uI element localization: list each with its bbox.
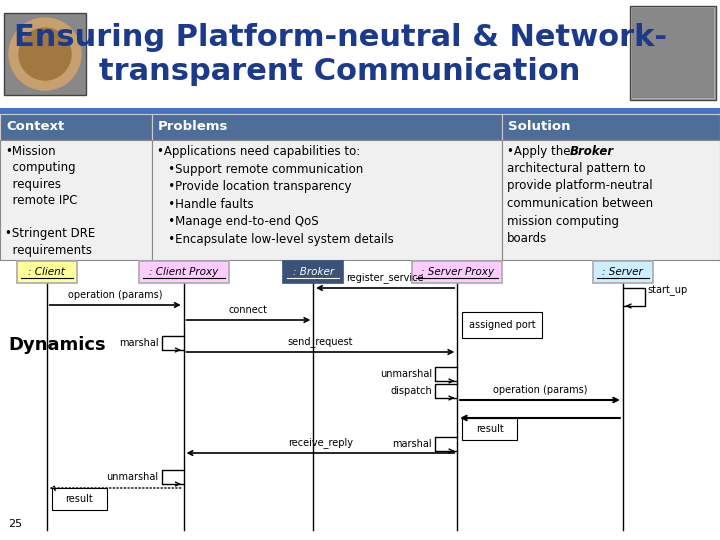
- Text: •Mission
  computing
  requires
  remote IPC

•Stringent DRE
  requirements: •Mission computing requires remote IPC •…: [5, 145, 95, 257]
- Text: receive_reply: receive_reply: [288, 437, 353, 448]
- Text: Broker: Broker: [570, 145, 614, 158]
- Text: send_request: send_request: [288, 336, 353, 347]
- Text: unmarshal: unmarshal: [380, 369, 432, 379]
- Text: operation (params): operation (params): [492, 385, 588, 395]
- Text: Dynamics: Dynamics: [8, 336, 106, 354]
- Bar: [152, 140, 502, 260]
- Text: : Client: : Client: [28, 267, 66, 277]
- Text: marshal: marshal: [392, 439, 432, 449]
- Text: Context: Context: [6, 120, 64, 133]
- Bar: [412, 261, 503, 283]
- Bar: [462, 312, 542, 338]
- Circle shape: [19, 28, 71, 80]
- Bar: [4, 13, 86, 95]
- Text: start_up: start_up: [648, 286, 688, 296]
- Bar: [138, 261, 229, 283]
- Text: Problems: Problems: [158, 120, 228, 133]
- Bar: [502, 140, 720, 260]
- Bar: [0, 140, 152, 260]
- Bar: [502, 114, 720, 140]
- Text: Solution: Solution: [508, 120, 570, 133]
- Bar: [0, 108, 720, 114]
- Text: : Server: : Server: [603, 267, 643, 277]
- Text: •Apply the: •Apply the: [507, 145, 575, 158]
- Text: marshal: marshal: [119, 338, 158, 348]
- Text: 25: 25: [8, 519, 22, 529]
- Text: •Applications need capabilities to:
   •Support remote communication
   •Provide: •Applications need capabilities to: •Sup…: [157, 145, 394, 246]
- Bar: [0, 0, 720, 108]
- Bar: [630, 6, 716, 100]
- Text: transparent Communication: transparent Communication: [99, 57, 581, 86]
- Bar: [52, 488, 107, 510]
- Text: architectural pattern to
provide platform-neutral
communication between
mission : architectural pattern to provide platfor…: [507, 162, 653, 245]
- Bar: [462, 418, 517, 440]
- Text: result: result: [66, 494, 93, 504]
- Text: register_service: register_service: [346, 272, 424, 283]
- Text: : Client Proxy: : Client Proxy: [149, 267, 218, 277]
- Text: connect: connect: [229, 305, 268, 315]
- Bar: [152, 114, 502, 140]
- Bar: [283, 261, 343, 283]
- Text: unmarshal: unmarshal: [107, 472, 158, 482]
- Text: dispatch: dispatch: [390, 386, 432, 396]
- Bar: [17, 261, 77, 283]
- Text: result: result: [476, 424, 503, 434]
- Text: operation (params): operation (params): [68, 290, 163, 300]
- Bar: [0, 114, 152, 140]
- Bar: [632, 8, 714, 98]
- Circle shape: [9, 18, 81, 90]
- Text: assigned port: assigned port: [469, 320, 536, 330]
- Text: Ensuring Platform-neutral & Network-: Ensuring Platform-neutral & Network-: [14, 24, 667, 52]
- Text: : Broker: : Broker: [292, 267, 334, 277]
- Bar: [593, 261, 653, 283]
- Text: : Server Proxy: : Server Proxy: [420, 267, 494, 277]
